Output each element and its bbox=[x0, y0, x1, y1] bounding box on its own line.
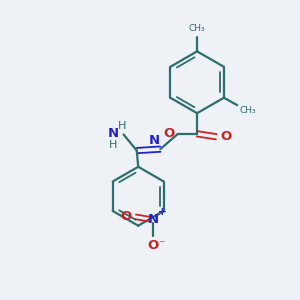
Text: N: N bbox=[148, 134, 160, 147]
Text: CH₃: CH₃ bbox=[239, 106, 256, 115]
Text: ⁻: ⁻ bbox=[158, 238, 164, 252]
Text: H: H bbox=[109, 140, 117, 150]
Text: N: N bbox=[148, 213, 159, 226]
Text: O: O bbox=[163, 127, 174, 140]
Text: N: N bbox=[108, 127, 119, 140]
Text: O: O bbox=[121, 210, 132, 223]
Text: O: O bbox=[147, 238, 158, 252]
Text: O: O bbox=[220, 130, 231, 143]
Text: H: H bbox=[118, 121, 126, 131]
Text: +: + bbox=[158, 207, 167, 217]
Text: CH₃: CH₃ bbox=[189, 24, 206, 33]
